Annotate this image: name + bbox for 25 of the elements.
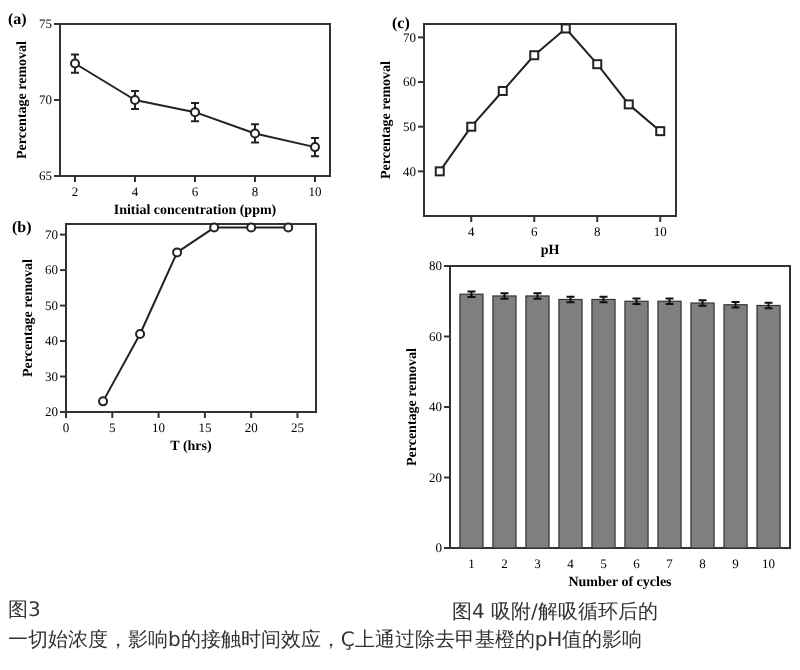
point [592, 59, 603, 70]
point [70, 58, 80, 69]
point [623, 99, 634, 110]
point [466, 121, 477, 132]
point [172, 247, 183, 258]
chart-title: (b) [12, 218, 33, 236]
caption: 图4 吸附/解吸循环后的 [452, 600, 658, 624]
caption: 图3 [8, 600, 41, 622]
point [283, 222, 294, 233]
point [434, 166, 445, 177]
point [130, 95, 140, 105]
point [560, 23, 571, 34]
chart-title: (a) [8, 10, 28, 28]
point [98, 396, 109, 407]
point [529, 50, 540, 61]
point [250, 128, 260, 139]
point [135, 328, 146, 339]
point [655, 126, 666, 137]
text: 一切始浓度，影响b的接触时间效应，Ç上通过除去甲基橙的pH值的影响 [8, 628, 643, 652]
point [497, 85, 508, 96]
point [246, 222, 257, 233]
point [310, 142, 320, 153]
point [190, 107, 200, 118]
chart-title: (c) [392, 14, 411, 32]
point [209, 222, 220, 233]
